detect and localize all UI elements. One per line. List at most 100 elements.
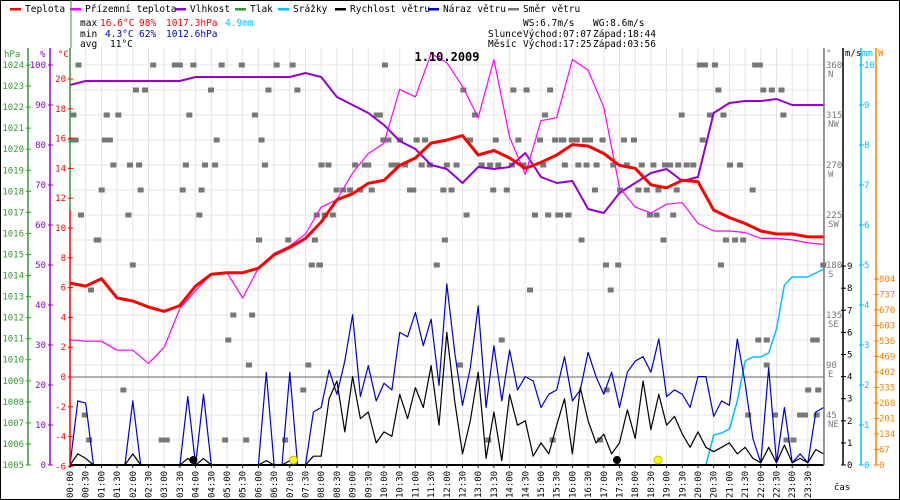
wind-direction-point [256, 237, 263, 243]
x-tick-label: 04:30 [207, 471, 217, 498]
wind-direction-point [780, 112, 787, 118]
wind-direction-point [756, 62, 763, 68]
legend-label: Srážky [293, 4, 328, 15]
wind-direction-point [132, 87, 139, 93]
pressure-tick-label: 1011 [2, 335, 24, 345]
wind-direction-point [230, 312, 237, 318]
wind-direction-point [361, 162, 368, 168]
legend-label: Náraz větru [443, 4, 506, 15]
x-tick-label: 01:30 [113, 471, 123, 498]
moonset-time: Západ:03:56 [593, 39, 656, 50]
pressure-tick-label: 1007 [2, 419, 24, 429]
wind-direction-point [752, 62, 759, 68]
wind-direction-point [485, 437, 492, 443]
x-tick-label: 08:30 [333, 471, 343, 498]
temperature-tick-label: 20 [55, 75, 66, 85]
x-tick-label: 14:00 [506, 471, 516, 498]
pressure-tick-label: 1020 [2, 145, 24, 155]
direction-compass-label: E [828, 370, 833, 380]
legend-swatch [235, 8, 246, 11]
x-tick-label: 17:30 [616, 471, 626, 498]
wind-direction-point [289, 62, 296, 68]
x-tick-label: 07:00 [286, 471, 296, 498]
wind-direction-point [463, 212, 470, 218]
wind-direction-point [717, 262, 724, 268]
pressure-tick-label: 1010 [2, 356, 24, 366]
wind-direction-point [510, 87, 517, 93]
x-tick-label: 05:00 [223, 471, 233, 498]
temperature-tick-label: 2 [61, 343, 66, 353]
x-tick-label: 17:00 [600, 471, 610, 498]
wind-direction-point [515, 137, 522, 143]
sunrise-marker-icon [289, 455, 298, 465]
wind-direction-point [763, 337, 770, 343]
wind-direction-point [115, 112, 122, 118]
wind-gust-max: WG:8.6m/s [593, 18, 644, 29]
pressure-tick-label: 1022 [2, 103, 24, 113]
x-tick-label: 00:30 [82, 471, 92, 498]
wind-direction-point [218, 62, 225, 68]
x-tick-label: 11:30 [427, 471, 437, 498]
x-tick-label: 05:30 [239, 471, 249, 498]
direction-tick-label: 315 [826, 111, 842, 121]
wind-direction-point [410, 187, 417, 193]
wind-direction-point [305, 362, 312, 368]
temperature-tick-label: 10 [55, 224, 66, 234]
wind-direction-point [701, 62, 708, 68]
wind-direction-point [768, 87, 775, 93]
stats-max-pressure: 1017.3hPa [166, 18, 217, 29]
wind-direction-point [732, 237, 739, 243]
rain-tick-label: 6 [864, 221, 869, 231]
stats-avg-label: avg [80, 39, 97, 50]
wind-direction-point [325, 162, 332, 168]
wind-direction-point [699, 137, 706, 143]
sunset-time: Západ:18:44 [593, 29, 656, 40]
wind-direction-point [646, 212, 653, 218]
wind-direction-point [667, 162, 674, 168]
rain-tick-label: 0 [864, 461, 869, 471]
wind-direction-point [95, 237, 102, 243]
x-tick-label: 06:00 [254, 471, 264, 498]
radiation-tick-label: 603 [879, 322, 895, 332]
x-tick-label: 07:30 [302, 471, 312, 498]
wind-direction-point [565, 212, 572, 218]
wind-direction-point [711, 62, 718, 68]
rain-tick-label: 8 [864, 141, 869, 151]
legend-swatch [10, 8, 21, 11]
wind-direction-point [402, 162, 409, 168]
wind-tick-label: 8 [847, 284, 852, 294]
wind-direction-point [368, 187, 375, 193]
x-tick-label: 21:30 [741, 471, 751, 498]
moonrise-marker-icon [612, 456, 621, 464]
wind-direction-point [158, 437, 165, 443]
x-tick-label: 12:30 [459, 471, 469, 498]
wind-direction-point [125, 212, 132, 218]
wind-direction-point [245, 362, 252, 368]
wind-direction-point [265, 87, 272, 93]
wind-direction-point [258, 137, 265, 143]
x-tick-labels: 00:00 00:30 01:00 01:30 02:00 02:30 03:00 03:30… [66, 465, 814, 498]
x-tick-label: 15:00 [537, 471, 547, 498]
wind-direction-point [771, 412, 778, 418]
temperature-tick-label: 6 [61, 284, 66, 294]
legend-swatch [508, 8, 519, 11]
wind-tick-label: 4 [847, 373, 852, 383]
x-tick-label: 12:00 [443, 471, 453, 498]
wind-direction-point [602, 262, 609, 268]
legend-swatch [428, 8, 439, 11]
pressure-tick-label: 1009 [2, 377, 24, 387]
wind-direction-point [503, 187, 510, 193]
wind-direction-point [537, 137, 544, 143]
x-tick-label: 09:30 [364, 471, 374, 498]
wind-direction-point [603, 387, 610, 393]
wind-direction-point [545, 212, 552, 218]
wind-direction-point [318, 162, 325, 168]
wind-tick-label: 9 [847, 262, 852, 272]
wind-direction-point [418, 162, 425, 168]
wind-direction-point [578, 237, 585, 243]
wind-direction-point [706, 112, 713, 118]
wind-direction-point [249, 312, 256, 318]
wind-tick-label: 3 [847, 395, 852, 405]
humidity-tick-label: 50 [35, 261, 46, 271]
wind-direction-point [583, 162, 590, 168]
